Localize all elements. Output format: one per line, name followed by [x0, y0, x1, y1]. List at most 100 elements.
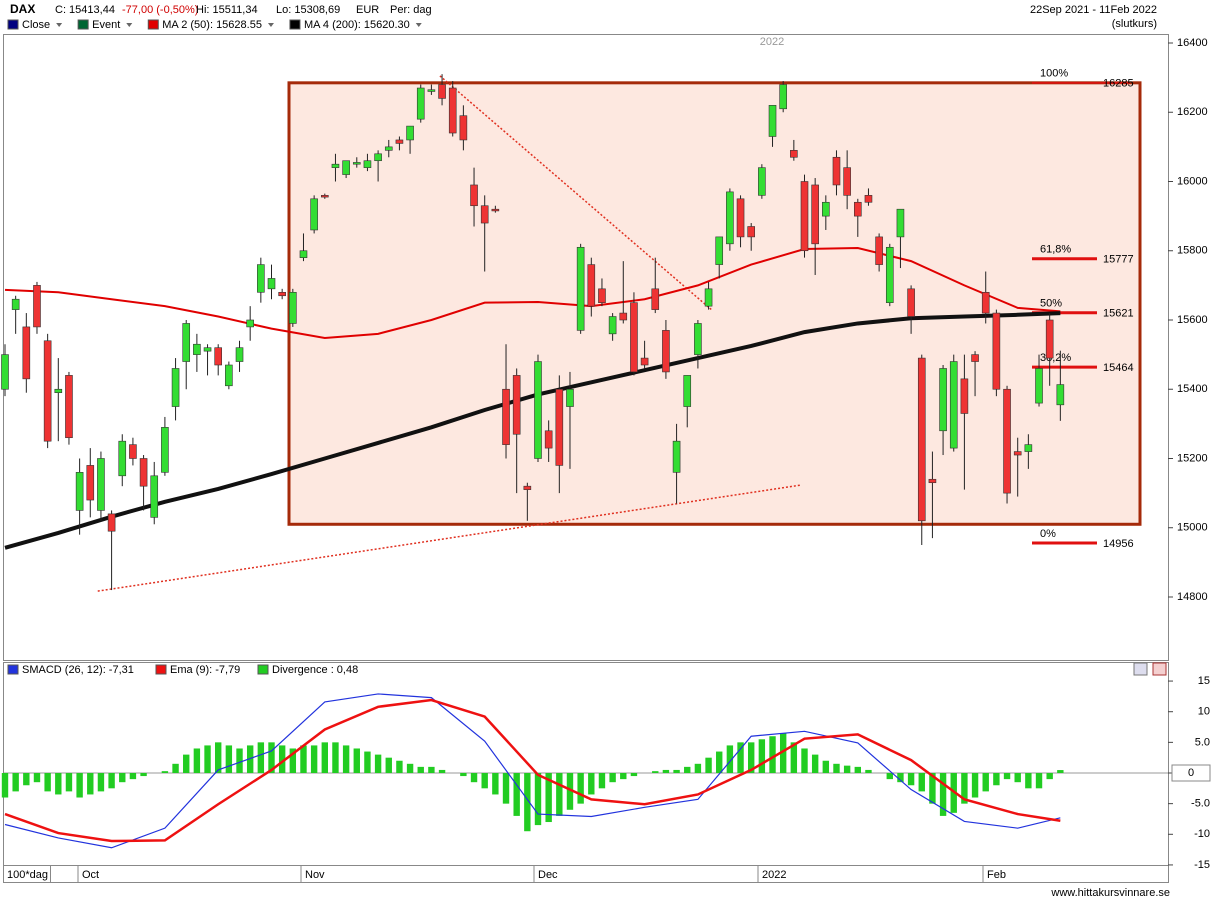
divergence-bar: [1057, 770, 1064, 773]
candle-body: [289, 291, 297, 324]
range-box: [287, 81, 1142, 526]
candle-body: [971, 354, 979, 362]
tool-button[interactable]: [1133, 662, 1148, 676]
divergence-bar: [225, 745, 233, 773]
candle-body: [65, 375, 73, 439]
candle-body: [939, 368, 947, 432]
legend-dropdown: [415, 23, 422, 27]
divergence-bar: [396, 760, 403, 773]
divergence-bar: [310, 745, 318, 773]
divergence-bar: [300, 745, 307, 773]
divergence-bar: [822, 760, 830, 773]
divergence-bar: [811, 754, 819, 773]
candle-body: [779, 84, 787, 110]
y-tick-label: 16200: [1177, 106, 1208, 118]
candle-body: [459, 115, 468, 141]
month-label: Nov: [305, 869, 325, 881]
candle-body: [97, 458, 105, 511]
legend-swatch: [147, 19, 159, 30]
candle-body: [235, 347, 244, 362]
candle-body: [651, 288, 660, 310]
candle-body: [171, 368, 180, 407]
legend-dropdown: [267, 23, 274, 27]
divergence-bar: [737, 742, 744, 773]
candle-body: [161, 427, 169, 473]
divergence-bar: [961, 773, 968, 804]
divergence-bar: [246, 745, 254, 773]
candle-body: [832, 156, 841, 186]
divergence-bar: [257, 742, 265, 773]
candle-body: [736, 198, 745, 238]
divergence-bar: [1035, 773, 1043, 789]
candle-body: [896, 208, 905, 238]
candle-body: [395, 139, 404, 144]
legend-swatch: [7, 19, 19, 30]
legend-label: SMACD (26, 12): -7,31: [22, 664, 134, 676]
y-tick-label: 14800: [1177, 591, 1208, 603]
divergence-bar: [353, 748, 360, 773]
divergence-bar: [843, 765, 851, 773]
fib-percent: 0%: [1040, 528, 1056, 540]
candle-body: [182, 323, 191, 362]
candle-body: [299, 250, 308, 258]
candle-body: [310, 198, 318, 231]
candle-body: [214, 347, 222, 366]
divergence-bar: [108, 773, 115, 789]
candle-body: [672, 440, 681, 473]
candle-body: [683, 375, 692, 407]
candle-body: [118, 440, 127, 477]
divergence-bar: [492, 773, 499, 795]
candle-body: [1056, 384, 1065, 406]
divergence-bar: [907, 773, 915, 786]
divergence-bar: [65, 773, 73, 792]
legend-label: MA 2 (50): 15628.55: [162, 19, 262, 31]
divergence-bar: [321, 742, 328, 773]
candle-body: [768, 105, 777, 137]
divergence-bar: [119, 773, 126, 783]
y-tick-label: 0: [1188, 767, 1194, 779]
divergence-bar: [268, 742, 275, 773]
divergence-bar: [374, 754, 382, 773]
candle-body: [427, 89, 436, 92]
candle-body: [907, 288, 915, 317]
fib-percent: 61,8%: [1040, 244, 1071, 256]
candle-body: [331, 163, 340, 168]
candle-body: [448, 87, 457, 134]
low: Lo: 15308,69: [276, 4, 340, 16]
legend-swatch: [77, 19, 89, 30]
fib-price: 15621: [1103, 308, 1134, 320]
divergence-bar: [865, 769, 872, 773]
divergence-bar: [172, 763, 179, 773]
y-tick-label: -10: [1194, 828, 1210, 840]
divergence-bar: [993, 773, 1000, 786]
divergence-bar: [716, 751, 723, 773]
change: -77,00 (-0,50%): [122, 4, 198, 16]
y-tick-label: 15200: [1177, 452, 1208, 464]
divergence-bar: [385, 757, 392, 773]
candle-body: [512, 375, 521, 435]
trendline: [97, 484, 801, 592]
divergence-bar: [204, 745, 211, 773]
divergence-bar: [481, 773, 488, 789]
candle-body: [33, 285, 41, 328]
fib-percent: 38,2%: [1040, 352, 1071, 364]
divergence-bar: [1014, 773, 1021, 783]
y-tick-label: -15: [1194, 859, 1210, 871]
divergence-bar: [801, 748, 808, 773]
divergence-bar: [44, 773, 51, 792]
close-button[interactable]: [1152, 662, 1167, 676]
candle-body: [640, 357, 649, 366]
candle-body: [406, 125, 414, 141]
candle-body: [800, 181, 809, 252]
candle-body: [257, 264, 265, 293]
divergence-bar: [577, 773, 584, 804]
time-axis: [3, 865, 1169, 883]
candle-body: [11, 298, 20, 310]
divergence-bar: [1, 773, 9, 798]
candle-body: [960, 378, 969, 414]
divergence-bar: [278, 745, 286, 773]
currency: EUR: [356, 4, 379, 16]
divergence-bar: [556, 773, 563, 816]
divergence-bar: [332, 742, 339, 773]
candle-body: [1045, 319, 1054, 359]
